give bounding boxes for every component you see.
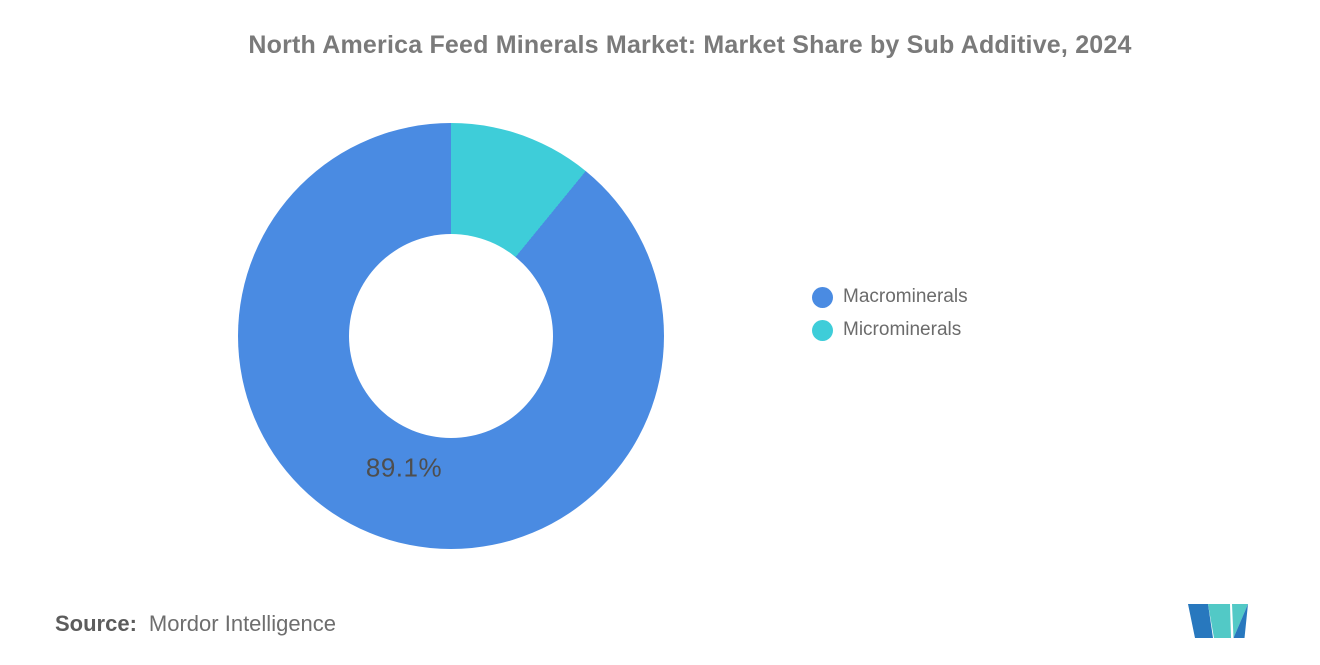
microminerals-swatch-icon	[812, 319, 833, 341]
macrominerals-slice-label: 89.1%	[365, 452, 443, 483]
legend-item-microminerals: Microminerals	[812, 319, 968, 341]
logo-left-blue-band	[1188, 604, 1213, 638]
mordor-intelligence-logo	[1188, 604, 1248, 638]
source-line: Source: Mordor Intelligence	[55, 611, 336, 637]
macrominerals-swatch-icon	[812, 286, 833, 308]
legend-label: Macrominerals	[843, 286, 968, 307]
legend-item-macrominerals: Macrominerals	[812, 286, 968, 308]
logo-middle-teal-band	[1208, 604, 1231, 638]
source-label: Source:	[55, 611, 137, 636]
logo-right-blue-shape	[1233, 604, 1248, 638]
donut-chart-area: 89.1%	[238, 123, 664, 549]
chart-title: North America Feed Minerals Market: Mark…	[248, 31, 1132, 59]
chart-legend: Macrominerals Microminerals	[812, 286, 968, 341]
donut-hole	[349, 234, 553, 438]
legend-label: Microminerals	[843, 319, 962, 340]
source-value: Mordor Intelligence	[148, 611, 337, 636]
logo-right-teal-shape	[1232, 604, 1248, 638]
